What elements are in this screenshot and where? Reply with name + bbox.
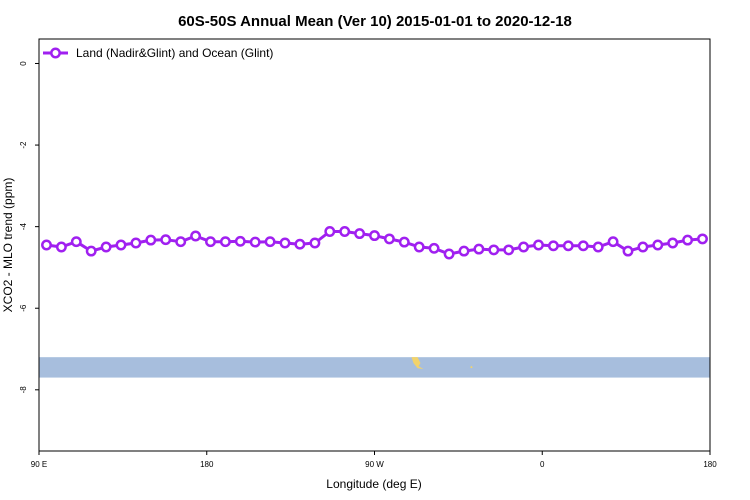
- data-point: [369, 230, 380, 242]
- plot-frame: [38, 38, 711, 452]
- legend-marker: [50, 47, 61, 59]
- data-point: [205, 236, 216, 248]
- data-point: [309, 237, 321, 249]
- data-point: [443, 248, 455, 260]
- data-point: [100, 241, 112, 253]
- x-axis: 90 E 180 90 W 0 180: [31, 451, 717, 469]
- chart-title: 60S-50S Annual Mean (Ver 10) 2015-01-01 …: [178, 13, 572, 30]
- data-point: [577, 240, 589, 252]
- data-point: [667, 237, 679, 249]
- data-point: [383, 233, 395, 245]
- data-point: [473, 243, 485, 255]
- land-island: [470, 366, 473, 369]
- data-point: [488, 244, 500, 256]
- y-tick-label: -2: [19, 141, 28, 149]
- data-point: [190, 230, 202, 242]
- x-tick-label: 90 E: [31, 460, 47, 469]
- data-point: [264, 236, 276, 248]
- data-point: [428, 242, 440, 254]
- data-point: [219, 236, 231, 248]
- data-point: [279, 237, 291, 249]
- data-point: [130, 237, 142, 249]
- y-axis: 0 -2 -4 -6 -8: [19, 61, 39, 394]
- land-south-america: [411, 357, 424, 370]
- y-tick-label: -6: [19, 304, 28, 312]
- data-point: [85, 245, 97, 257]
- data-point: [55, 241, 67, 253]
- map-band: [39, 357, 710, 378]
- data-point: [533, 239, 544, 251]
- data-point: [503, 244, 515, 256]
- y-axis-label: XCO2 - MLO trend (ppm): [1, 178, 15, 313]
- data-point: [697, 233, 708, 245]
- data-point: [115, 239, 127, 251]
- data-point: [637, 241, 649, 253]
- data-point: [458, 245, 470, 257]
- data-point: [398, 236, 410, 248]
- data-point: [339, 226, 351, 237]
- x-tick-label: 180: [703, 460, 717, 469]
- data-point: [145, 234, 157, 246]
- data-point: [622, 245, 634, 257]
- data-point: [175, 236, 187, 248]
- data-point: [607, 236, 619, 248]
- data-point: [413, 241, 425, 253]
- data-point: [592, 241, 604, 253]
- data-point: [562, 240, 574, 252]
- data-point: [41, 239, 52, 251]
- data-point: [234, 235, 246, 247]
- data-point: [682, 234, 694, 246]
- data-point: [324, 226, 336, 237]
- y-tick-label: 0: [19, 61, 28, 66]
- data-point: [547, 240, 559, 252]
- x-tick-label: 180: [200, 460, 214, 469]
- data-point: [249, 236, 261, 248]
- y-tick-label: -8: [19, 386, 28, 394]
- legend: Land (Nadir&Glint) and Ocean (Glint): [43, 46, 273, 60]
- data-point: [518, 241, 530, 253]
- x-tick-label: 0: [540, 460, 545, 469]
- series-layer: [41, 226, 708, 260]
- data-point: [652, 239, 664, 251]
- data-point: [354, 228, 366, 240]
- x-tick-label: 90 W: [365, 460, 384, 469]
- y-tick-label: -4: [19, 223, 28, 231]
- data-point: [294, 238, 306, 250]
- legend-entry-label: Land (Nadir&Glint) and Ocean (Glint): [76, 46, 273, 60]
- ocean-band: [39, 357, 710, 378]
- data-point: [160, 234, 172, 246]
- x-axis-label: Longitude (deg E): [326, 477, 421, 491]
- data-point: [70, 236, 82, 248]
